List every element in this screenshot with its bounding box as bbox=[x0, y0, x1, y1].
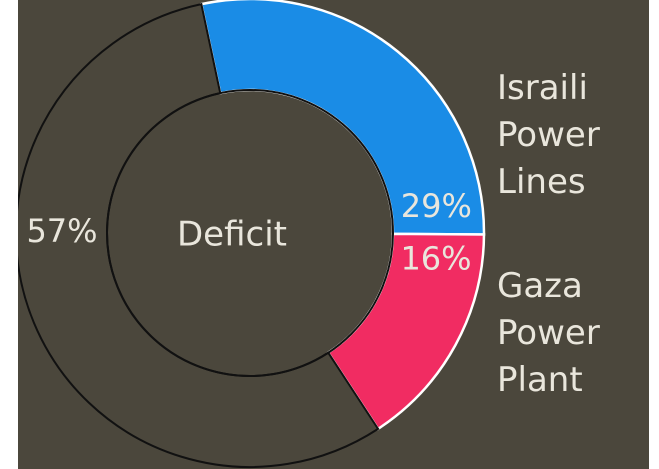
chart-frame: Deficit 29% 16% 57% Israili Power Lines Ga… bbox=[18, 0, 649, 469]
value-label-gaza-power-plant: 16% bbox=[400, 239, 471, 277]
center-label: Deficit bbox=[177, 215, 287, 255]
slice-value-labels: 29% 16% 57% bbox=[26, 187, 471, 277]
value-label-deficit: 57% bbox=[26, 212, 97, 250]
legend-entry-israili-power-lines: Israili Power Lines bbox=[497, 65, 647, 206]
legend-line: Gaza bbox=[497, 266, 583, 306]
legend-line: Israili bbox=[497, 68, 588, 108]
legend-line: Lines bbox=[497, 162, 586, 202]
legend-entry-gaza-power-plant: Gaza Power Plant bbox=[497, 263, 647, 404]
donut-inner-ring bbox=[106, 89, 394, 377]
legend-line: Plant bbox=[497, 360, 583, 400]
value-label-israili-power-lines: 29% bbox=[401, 187, 472, 225]
donut-chart: Deficit 29% 16% 57% bbox=[18, 0, 486, 468]
legend-line: Power bbox=[497, 313, 600, 353]
legend-line: Power bbox=[497, 115, 600, 155]
